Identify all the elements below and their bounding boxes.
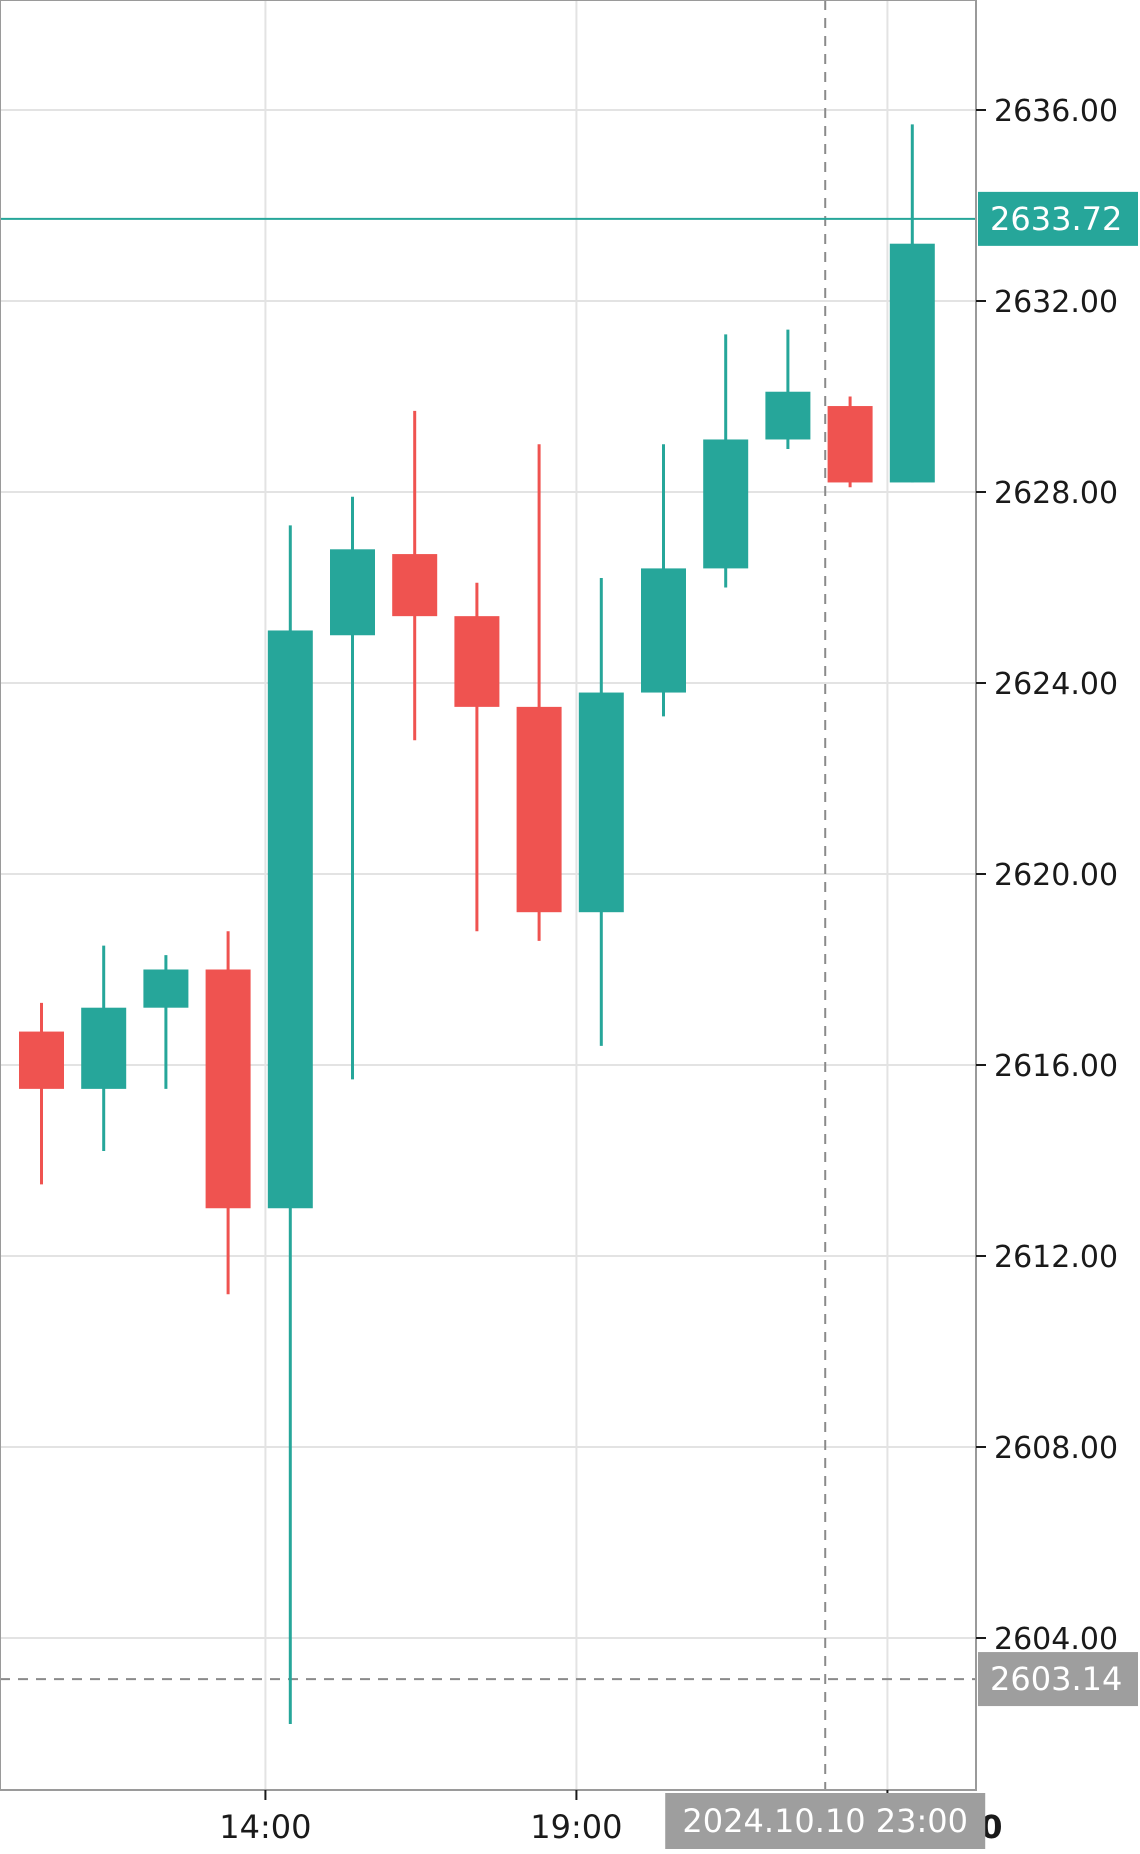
last-price-label: 2633.72 [990, 200, 1122, 238]
candle-body [330, 549, 375, 636]
crosshair-price-label: 2603.14 [990, 1660, 1122, 1698]
candle-body [392, 554, 438, 617]
candle-body [889, 243, 935, 483]
candle-body [516, 706, 562, 913]
y-tick-label: 2628.00 [994, 476, 1118, 511]
y-tick-label: 2608.00 [994, 1431, 1118, 1466]
candle [267, 525, 313, 1724]
candle [143, 955, 189, 1089]
price-axis[interactable]: 2604.00 2608.00 2612.00 2616.00 2620.00 2624.… [976, 94, 1118, 1657]
y-tick-label: 2616.00 [994, 1049, 1118, 1084]
plot-background [0, 0, 976, 1790]
candle [205, 931, 251, 1295]
y-tick-label: 2632.00 [994, 285, 1118, 320]
candles [19, 124, 935, 1724]
candle-body [19, 1031, 64, 1089]
plot-border [0, 0, 977, 1791]
candle [392, 410, 438, 741]
y-tick-label: 2624.00 [994, 667, 1118, 702]
candle [889, 124, 935, 483]
x-tick-label: 19:00 [530, 1808, 622, 1846]
candle-body [641, 568, 686, 693]
y-tick-label: 2612.00 [994, 1240, 1118, 1275]
crosshair-time-badge: 2024.10.10 23:00 [665, 1793, 986, 1849]
crosshair [0, 0, 976, 1790]
candle-body [81, 1007, 127, 1089]
candle [516, 444, 562, 941]
candle [827, 396, 873, 488]
candle-body [765, 391, 811, 440]
candle [454, 582, 500, 932]
y-tick-label: 2620.00 [994, 858, 1118, 893]
crosshair-time-label: 2024.10.10 23:00 [682, 1802, 968, 1840]
candle-body [205, 969, 251, 1209]
candle-body [454, 616, 500, 707]
candle [703, 334, 749, 588]
axis-badges: 2633.72 2603.14 2024.10.10 23:00 [665, 191, 1138, 1849]
candle [81, 945, 127, 1151]
candle-body [267, 630, 313, 1209]
candle [765, 329, 811, 450]
x-tick-label: 14:00 [219, 1808, 311, 1846]
candle [578, 577, 624, 1046]
candle-body [578, 692, 624, 913]
plot-area[interactable] [0, 0, 976, 1790]
crosshair-price-badge: 2603.14 [978, 1652, 1138, 1707]
candle-body [827, 406, 873, 483]
candle [330, 496, 375, 1080]
candle-body [143, 969, 189, 1008]
y-tick-label: 2636.00 [994, 94, 1118, 129]
candle [641, 444, 686, 717]
last-price-badge: 2633.72 [978, 191, 1138, 246]
candle-body [703, 439, 749, 569]
candle [19, 1002, 64, 1185]
vertical-gridlines [264, 0, 889, 1790]
y-tick-label: 2604.00 [994, 1622, 1118, 1657]
